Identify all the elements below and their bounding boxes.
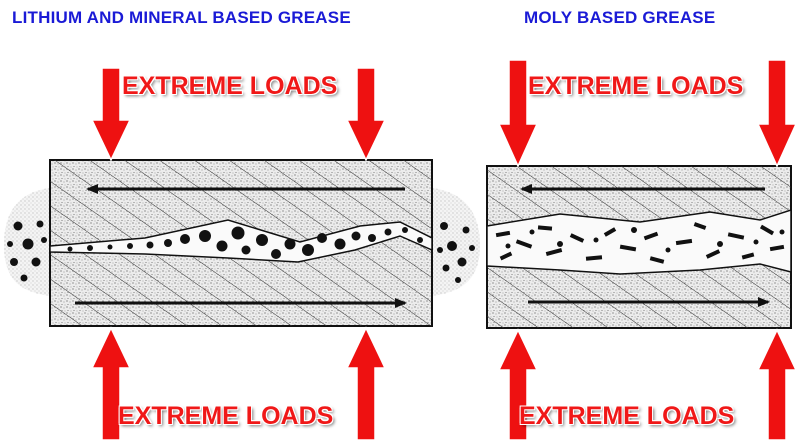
load-arrow-down-left-2 [345,67,387,162]
load-arrow-down-left-1 [90,67,132,162]
moly-grease-film [486,208,792,275]
load-arrow-up-right-2 [756,328,798,441]
extreme-loads-label-left-top: EXTREME LOADS [122,72,338,100]
load-arrow-up-right-1 [497,328,539,441]
extreme-loads-label-right-bottom: EXTREME LOADS [519,402,735,430]
extreme-loads-label-right-top: EXTREME LOADS [528,72,744,100]
right-bearing-block [486,165,792,329]
moly-platelets [495,222,785,264]
lithium-grease-film [49,219,433,263]
left-bearing-block [4,159,480,327]
load-arrow-down-right-2 [756,59,798,168]
load-arrow-up-left-2 [345,326,387,441]
extreme-loads-label-left-bottom: EXTREME LOADS [118,402,334,430]
moly-grease-title: MOLY BASED GREASE [524,8,716,27]
moly-particles [505,227,785,253]
load-arrows [90,59,798,441]
lithium-particles [7,220,475,283]
load-arrow-up-left-1 [90,326,132,441]
load-arrow-down-right-1 [497,59,539,168]
lithium-grease-title: LITHIUM AND MINERAL BASED GREASE [12,8,351,27]
